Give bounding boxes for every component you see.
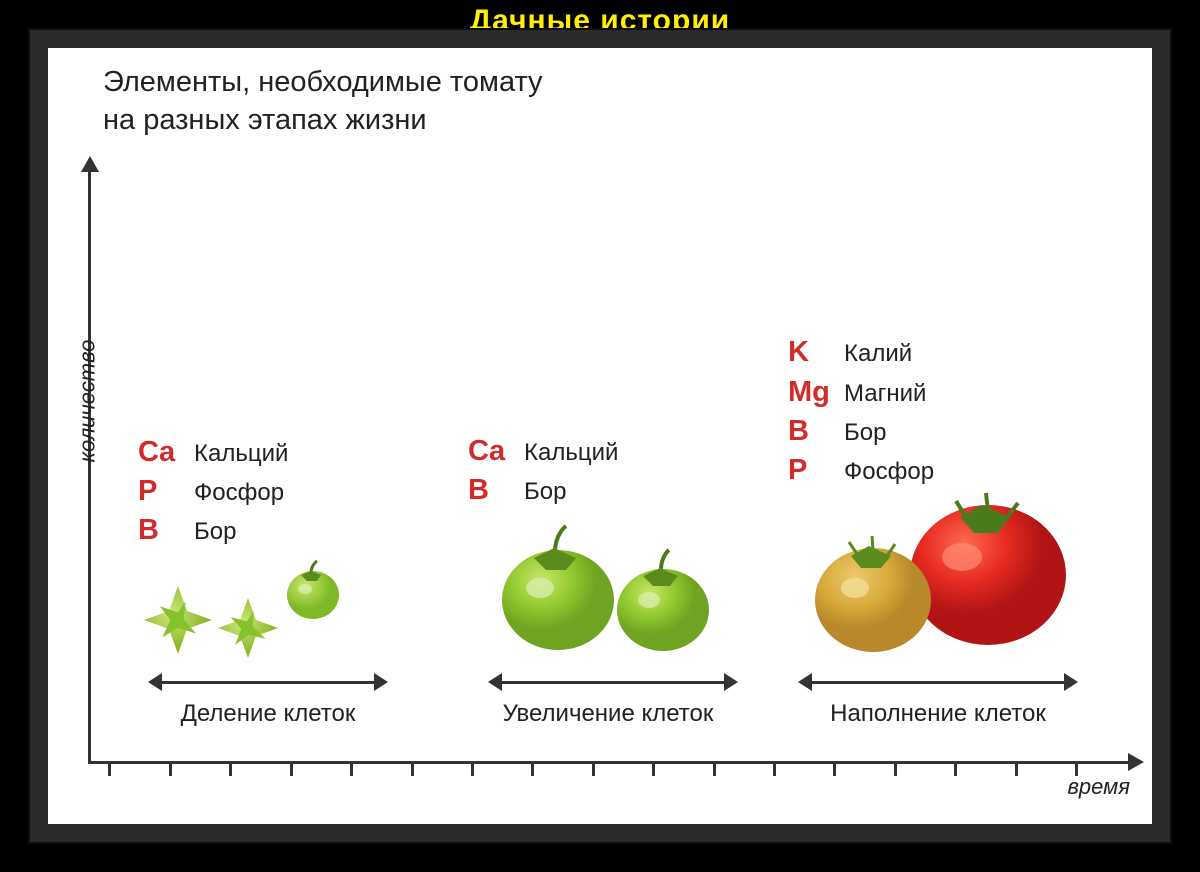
element-symbol: P bbox=[788, 451, 834, 490]
stage1-elements: Ca Кальций P Фосфор B Бор bbox=[138, 433, 398, 550]
stage3-label: Наполнение клеток bbox=[788, 700, 1088, 728]
stage2-illustration bbox=[468, 510, 748, 660]
element-symbol: K bbox=[788, 333, 834, 372]
element-name: Кальций bbox=[524, 437, 618, 469]
flower-tomato-icon bbox=[138, 550, 398, 660]
element-symbol: Ca bbox=[468, 432, 514, 471]
x-tick bbox=[1015, 762, 1018, 776]
stage1-illustration bbox=[138, 550, 398, 660]
element-name: Бор bbox=[524, 476, 566, 508]
x-tick bbox=[471, 762, 474, 776]
x-tick bbox=[592, 762, 595, 776]
element-row: Mg Магний bbox=[788, 373, 1088, 412]
y-axis bbox=[88, 168, 91, 764]
element-symbol: Ca bbox=[138, 433, 184, 472]
element-row: P Фосфор bbox=[788, 451, 1088, 490]
x-axis-arrow-icon bbox=[1128, 753, 1144, 771]
chart-canvas: Элементы, необходимые томату на разных э… bbox=[48, 48, 1152, 824]
element-row: K Калий bbox=[788, 333, 1088, 372]
element-row: B Бор bbox=[788, 412, 1088, 451]
stage3-illustration bbox=[788, 490, 1088, 660]
element-name: Фосфор bbox=[194, 477, 284, 509]
stage1-label: Деление клеток bbox=[138, 700, 398, 728]
element-name: Кальций bbox=[194, 438, 288, 470]
element-row: B Бор bbox=[138, 511, 398, 550]
x-tick bbox=[894, 762, 897, 776]
arrow-right-icon bbox=[374, 673, 388, 691]
stage-cell-enlargement: Ca Кальций B Бор bbox=[468, 432, 748, 728]
green-tomatoes-icon bbox=[468, 510, 748, 660]
y-axis-label: количество bbox=[74, 340, 100, 463]
chart-title: Элементы, необходимые томату на разных э… bbox=[103, 64, 543, 139]
x-tick bbox=[773, 762, 776, 776]
x-tick bbox=[531, 762, 534, 776]
element-symbol: B bbox=[788, 412, 834, 451]
stage2-label: Увеличение клеток bbox=[468, 700, 748, 728]
element-name: Бор bbox=[194, 516, 236, 548]
x-axis-ticks bbox=[88, 752, 1112, 776]
arrow-line bbox=[500, 681, 726, 684]
element-row: Ca Кальций bbox=[138, 433, 398, 472]
element-symbol: P bbox=[138, 472, 184, 511]
ripe-tomatoes-icon bbox=[788, 490, 1088, 660]
stage2-range-arrow bbox=[488, 670, 738, 696]
stage3-elements: K Калий Mg Магний B Бор P Фосфор bbox=[788, 333, 1088, 490]
element-symbol: B bbox=[468, 471, 514, 510]
x-tick bbox=[290, 762, 293, 776]
x-tick bbox=[713, 762, 716, 776]
picture-frame: Элементы, необходимые томату на разных э… bbox=[30, 30, 1170, 842]
y-axis-arrow-icon bbox=[81, 156, 99, 172]
element-name: Магний bbox=[844, 378, 926, 410]
x-tick bbox=[411, 762, 414, 776]
element-name: Фосфор bbox=[844, 456, 934, 488]
arrow-line bbox=[810, 681, 1066, 684]
element-symbol: B bbox=[138, 511, 184, 550]
element-symbol: Mg bbox=[788, 373, 834, 412]
element-row: Ca Кальций bbox=[468, 432, 748, 471]
element-row: P Фосфор bbox=[138, 472, 398, 511]
element-row: B Бор bbox=[468, 471, 748, 510]
x-tick bbox=[1075, 762, 1078, 776]
x-tick bbox=[350, 762, 353, 776]
stage-cell-division: Ca Кальций P Фосфор B Бор bbox=[138, 433, 398, 728]
x-tick bbox=[652, 762, 655, 776]
stage1-range-arrow bbox=[148, 670, 388, 696]
x-tick bbox=[229, 762, 232, 776]
element-name: Бор bbox=[844, 417, 886, 449]
arrow-line bbox=[160, 681, 376, 684]
arrow-right-icon bbox=[1064, 673, 1078, 691]
x-tick bbox=[833, 762, 836, 776]
element-name: Калий bbox=[844, 338, 912, 370]
x-tick bbox=[954, 762, 957, 776]
x-axis-label: время bbox=[1067, 774, 1130, 800]
arrow-right-icon bbox=[724, 673, 738, 691]
stage3-range-arrow bbox=[798, 670, 1078, 696]
x-tick bbox=[169, 762, 172, 776]
stage2-elements: Ca Кальций B Бор bbox=[468, 432, 748, 510]
outer-frame: Дачные истории Элементы, необходимые том… bbox=[0, 0, 1200, 872]
x-tick bbox=[108, 762, 111, 776]
stage-cell-filling: K Калий Mg Магний B Бор P Фосфор bbox=[788, 333, 1088, 728]
